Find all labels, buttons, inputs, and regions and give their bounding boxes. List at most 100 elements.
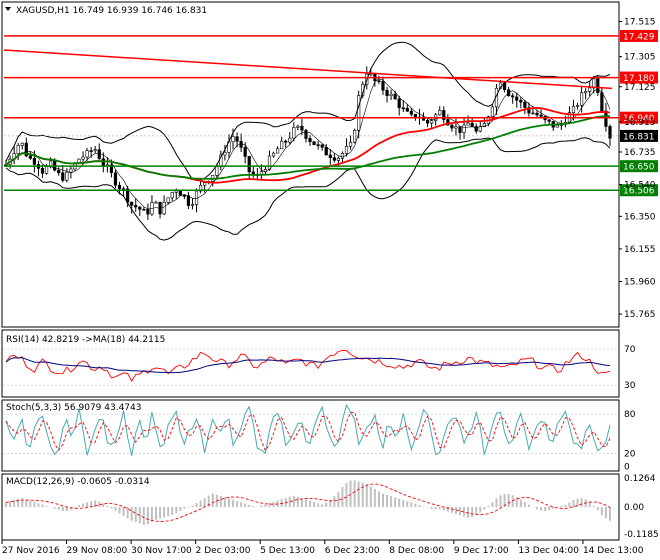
y-tick-label: 17.125: [624, 83, 656, 93]
candle-body: [162, 202, 166, 215]
candle-body: [28, 155, 32, 159]
stoch-header: Stoch(5,3,3) 56.9079 43.4743: [6, 403, 141, 413]
candle-body: [547, 119, 551, 122]
candle-body: [142, 209, 146, 211]
candle-body: [134, 205, 138, 208]
rsi-tick-label: 30: [624, 381, 636, 391]
candle-body: [539, 114, 543, 117]
level-label: 16.650: [623, 163, 655, 173]
candle-body: [336, 157, 341, 161]
candle-body: [575, 104, 580, 107]
candle-body: [555, 125, 559, 128]
x-tick-label: 6 Dec 23:00: [325, 546, 380, 556]
y-tick-label: 15.960: [624, 278, 656, 288]
candle-body: [320, 144, 324, 148]
x-tick-label: 30 Nov 17:00: [131, 546, 192, 556]
candle-body: [523, 101, 527, 108]
candle-body: [466, 122, 470, 126]
candle-body: [608, 126, 612, 139]
candle-body: [312, 141, 316, 145]
candle-body: [579, 92, 584, 106]
ma-fast-line: [5, 78, 611, 210]
candle-body: [324, 146, 328, 156]
candle-body: [89, 150, 93, 152]
candle-body: [117, 184, 122, 189]
candle-body: [511, 95, 515, 98]
candle-body: [381, 80, 385, 91]
candle-body: [405, 107, 409, 112]
y-tick-label: 17.515: [624, 18, 656, 28]
candle-body: [215, 166, 219, 176]
candle-body: [203, 182, 207, 186]
y-tick-label: 15.765: [624, 310, 656, 320]
rsi-plot: [3, 348, 618, 386]
candle-body: [65, 171, 69, 181]
macd-tick-label: -0.1185: [624, 530, 659, 540]
candle-body: [446, 119, 450, 126]
candle-body: [130, 201, 134, 206]
candle-body: [109, 164, 114, 174]
candle-body: [482, 123, 486, 128]
candle-body: [348, 141, 353, 147]
candle-body: [340, 153, 345, 159]
candle-body: [474, 126, 478, 132]
candle-body: [442, 110, 446, 120]
collapse-icon: [5, 7, 11, 11]
stoch-tick-label: 20: [624, 450, 636, 460]
macd-tick-label: 0.00: [624, 503, 644, 513]
level-label-box: [620, 184, 658, 197]
x-tick-label: 29 Nov 08:00: [67, 546, 128, 556]
rsi-tick-label: 70: [624, 345, 636, 355]
y-tick-label: 16.735: [624, 148, 656, 158]
candle-body: [401, 107, 405, 110]
candle-body: [600, 92, 604, 112]
level-label: 17.180: [623, 74, 655, 84]
candle-body: [300, 125, 304, 131]
candle-body: [470, 122, 474, 127]
y-tick-label: 16.155: [624, 245, 656, 255]
main-panel-frame: [1, 1, 620, 328]
candle-body: [16, 145, 20, 154]
bollinger-upper: [5, 41, 611, 182]
stoch-main-line: [5, 403, 611, 456]
candle-body: [235, 136, 239, 142]
y-tick-label: 16.350: [624, 212, 656, 222]
candle-body: [296, 125, 300, 128]
candle-body: [57, 169, 61, 174]
candle-body: [454, 126, 458, 129]
candle-body: [146, 209, 150, 215]
x-tick-label: 5 Dec 13:00: [260, 546, 315, 556]
level-label: 17.429: [623, 32, 655, 42]
candle-body: [40, 168, 45, 174]
candle-body: [332, 157, 336, 161]
candle-body: [462, 124, 466, 133]
candle-body: [24, 142, 28, 157]
candle-body: [170, 192, 174, 199]
stoch-tick-label: 80: [624, 410, 636, 420]
price-label-box: [620, 129, 658, 142]
axis-labels: 17.429 17.180 16.940 16.650 16.506 16.831 17.5…: [1, 18, 659, 556]
candle-body: [85, 150, 89, 158]
level-label: 16.940: [623, 114, 655, 124]
candle-body: [571, 106, 576, 113]
ma-green-line: [5, 115, 610, 180]
candle-body: [393, 93, 397, 100]
candle-body: [231, 136, 235, 143]
candle-body: [166, 197, 170, 203]
level-label-box: [620, 160, 658, 173]
candle-body: [531, 112, 535, 115]
main-plot: [3, 35, 619, 241]
candle-body: [20, 142, 24, 146]
candle-body: [81, 156, 85, 160]
candle-body: [519, 99, 523, 103]
candle-body: [182, 195, 186, 197]
candle-body: [113, 172, 118, 186]
candle-body: [604, 110, 608, 127]
level-label-box: [620, 29, 658, 42]
candle-body: [458, 126, 462, 133]
bollinger-lower: [5, 137, 611, 241]
candle-body: [316, 144, 320, 146]
candle-body: [174, 190, 178, 193]
x-tick-label: 8 Dec 08:00: [389, 546, 444, 556]
candle-body: [409, 110, 413, 115]
